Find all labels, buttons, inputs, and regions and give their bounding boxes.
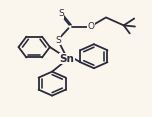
Text: S: S [58, 9, 64, 18]
Text: O: O [87, 22, 94, 31]
Text: Sn: Sn [60, 53, 74, 64]
Text: S: S [55, 36, 61, 45]
